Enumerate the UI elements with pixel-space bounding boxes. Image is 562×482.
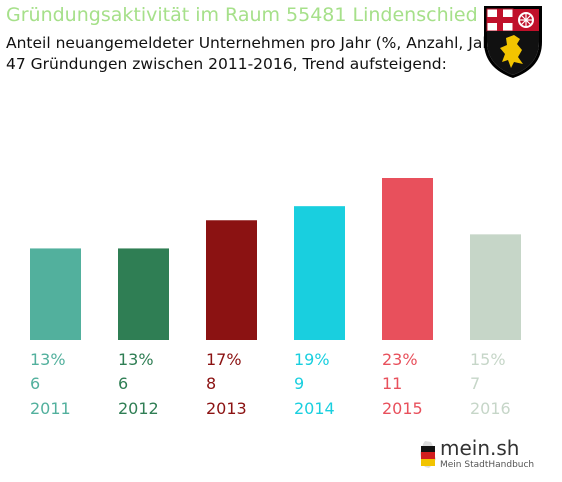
data-label-count-2013: 8 <box>206 374 216 393</box>
brand-tagline: Mein StadtHandbuch <box>440 460 535 470</box>
data-label-percent-2013: 17% <box>206 350 242 369</box>
germany-map-icon <box>420 441 436 468</box>
tick-label-2013: 2013 <box>206 399 247 418</box>
data-label-percent-2011: 13% <box>30 350 66 369</box>
data-label-percent-2015: 23% <box>382 350 418 369</box>
bar-2016 <box>470 234 521 340</box>
data-label-percent-2016: 15% <box>470 350 506 369</box>
tick-label-2014: 2014 <box>294 399 335 418</box>
data-label-percent-2014: 19% <box>294 350 330 369</box>
chart-subtitle-line1: Anteil neuangemeldeter Unternehmen pro J… <box>6 34 505 52</box>
brand-name: mein.sh <box>440 436 520 460</box>
data-label-percent-2012: 13% <box>118 350 154 369</box>
tick-label-2012: 2012 <box>118 399 159 418</box>
tick-label-2015: 2015 <box>382 399 423 418</box>
bar-2015 <box>382 178 433 340</box>
data-label-count-2016: 7 <box>470 374 480 393</box>
data-label-count-2011: 6 <box>30 374 40 393</box>
data-label-count-2015: 11 <box>382 374 402 393</box>
bar-2014 <box>294 206 345 340</box>
bar-2013 <box>206 220 257 340</box>
bar-2011 <box>30 248 81 340</box>
brand-logo[interactable]: mein.sh Mein StadtHandbuch <box>418 436 538 476</box>
chart-subtitle-line2: 47 Gründungen zwischen 2011-2016, Trend … <box>6 55 447 73</box>
data-label-count-2014: 9 <box>294 374 304 393</box>
bar-2012 <box>118 248 169 340</box>
coat-of-arms-icon <box>484 6 542 78</box>
data-label-count-2012: 6 <box>118 374 128 393</box>
tick-label-2011: 2011 <box>30 399 71 418</box>
chart-title: Gründungsaktivität im Raum 55481 Lindens… <box>6 4 478 26</box>
tick-label-2016: 2016 <box>470 399 511 418</box>
